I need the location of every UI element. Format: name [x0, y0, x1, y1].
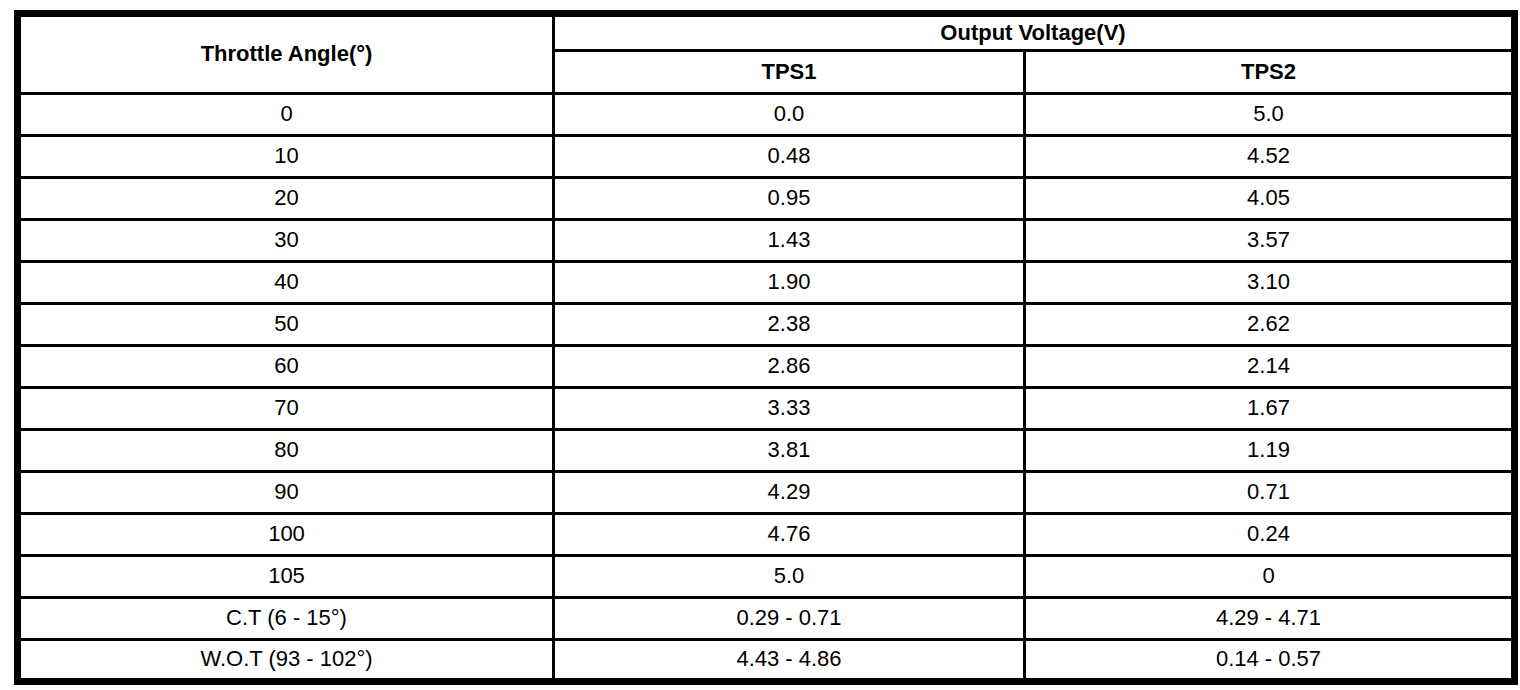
tps2-cell: 1.67	[1025, 388, 1515, 430]
throttle-angle-cell: C.T (6 - 15°)	[18, 598, 554, 640]
tps2-cell: 4.52	[1025, 136, 1515, 178]
throttle-angle-cell: 100	[18, 514, 554, 556]
table-row: W.O.T (93 - 102°) 4.43 - 4.86 0.14 - 0.5…	[18, 640, 1515, 682]
tps1-cell: 4.29	[554, 472, 1025, 514]
throttle-angle-cell: 30	[18, 220, 554, 262]
table-row: 50 2.38 2.62	[18, 304, 1515, 346]
throttle-angle-cell: 50	[18, 304, 554, 346]
table-row: 10 0.48 4.52	[18, 136, 1515, 178]
table-row: 20 0.95 4.05	[18, 178, 1515, 220]
tps2-cell: 0.14 - 0.57	[1025, 640, 1515, 682]
tps1-cell: 4.43 - 4.86	[554, 640, 1025, 682]
tps2-cell: 0.24	[1025, 514, 1515, 556]
throttle-angle-cell: 105	[18, 556, 554, 598]
tps1-cell: 0.29 - 0.71	[554, 598, 1025, 640]
tps1-cell: 1.90	[554, 262, 1025, 304]
tps1-cell: 0.95	[554, 178, 1025, 220]
tps1-cell: 0.0	[554, 94, 1025, 136]
tps2-cell: 3.57	[1025, 220, 1515, 262]
tps2-cell: 5.0	[1025, 94, 1515, 136]
throttle-angle-cell: 20	[18, 178, 554, 220]
table-body: 0 0.0 5.0 10 0.48 4.52 20 0.95 4.05 30 1…	[18, 94, 1515, 682]
throttle-angle-cell: W.O.T (93 - 102°)	[18, 640, 554, 682]
tps1-cell: 5.0	[554, 556, 1025, 598]
tps2-cell: 4.29 - 4.71	[1025, 598, 1515, 640]
throttle-angle-cell: 60	[18, 346, 554, 388]
tps2-cell: 2.62	[1025, 304, 1515, 346]
throttle-angle-cell: 10	[18, 136, 554, 178]
tps2-cell: 1.19	[1025, 430, 1515, 472]
tps2-cell: 2.14	[1025, 346, 1515, 388]
throttle-angle-cell: 70	[18, 388, 554, 430]
tps2-header: TPS2	[1025, 51, 1515, 94]
table-row: 40 1.90 3.10	[18, 262, 1515, 304]
output-voltage-header: Output Voltage(V)	[554, 14, 1515, 51]
tps1-header: TPS1	[554, 51, 1025, 94]
tps1-cell: 0.48	[554, 136, 1025, 178]
table-row: 0 0.0 5.0	[18, 94, 1515, 136]
tps1-cell: 3.33	[554, 388, 1025, 430]
tps1-cell: 1.43	[554, 220, 1025, 262]
tps1-cell: 2.86	[554, 346, 1025, 388]
throttle-angle-cell: 40	[18, 262, 554, 304]
table-row: 80 3.81 1.19	[18, 430, 1515, 472]
table-row: 100 4.76 0.24	[18, 514, 1515, 556]
tps1-cell: 4.76	[554, 514, 1025, 556]
table-header: Throttle Angle(°) Output Voltage(V) TPS1…	[18, 14, 1515, 94]
header-group-row: Throttle Angle(°) Output Voltage(V)	[18, 14, 1515, 51]
table-row: 70 3.33 1.67	[18, 388, 1515, 430]
table-row: C.T (6 - 15°) 0.29 - 0.71 4.29 - 4.71	[18, 598, 1515, 640]
tps2-cell: 0.71	[1025, 472, 1515, 514]
throttle-angle-cell: 0	[18, 94, 554, 136]
tps1-cell: 3.81	[554, 430, 1025, 472]
table-row: 90 4.29 0.71	[18, 472, 1515, 514]
tps1-cell: 2.38	[554, 304, 1025, 346]
throttle-angle-cell: 90	[18, 472, 554, 514]
tps2-cell: 0	[1025, 556, 1515, 598]
tps-output-voltage-table: Throttle Angle(°) Output Voltage(V) TPS1…	[14, 10, 1518, 685]
throttle-angle-cell: 80	[18, 430, 554, 472]
table-row: 60 2.86 2.14	[18, 346, 1515, 388]
tps2-cell: 4.05	[1025, 178, 1515, 220]
table-row: 30 1.43 3.57	[18, 220, 1515, 262]
tps2-cell: 3.10	[1025, 262, 1515, 304]
throttle-angle-header: Throttle Angle(°)	[18, 14, 554, 94]
table-row: 105 5.0 0	[18, 556, 1515, 598]
